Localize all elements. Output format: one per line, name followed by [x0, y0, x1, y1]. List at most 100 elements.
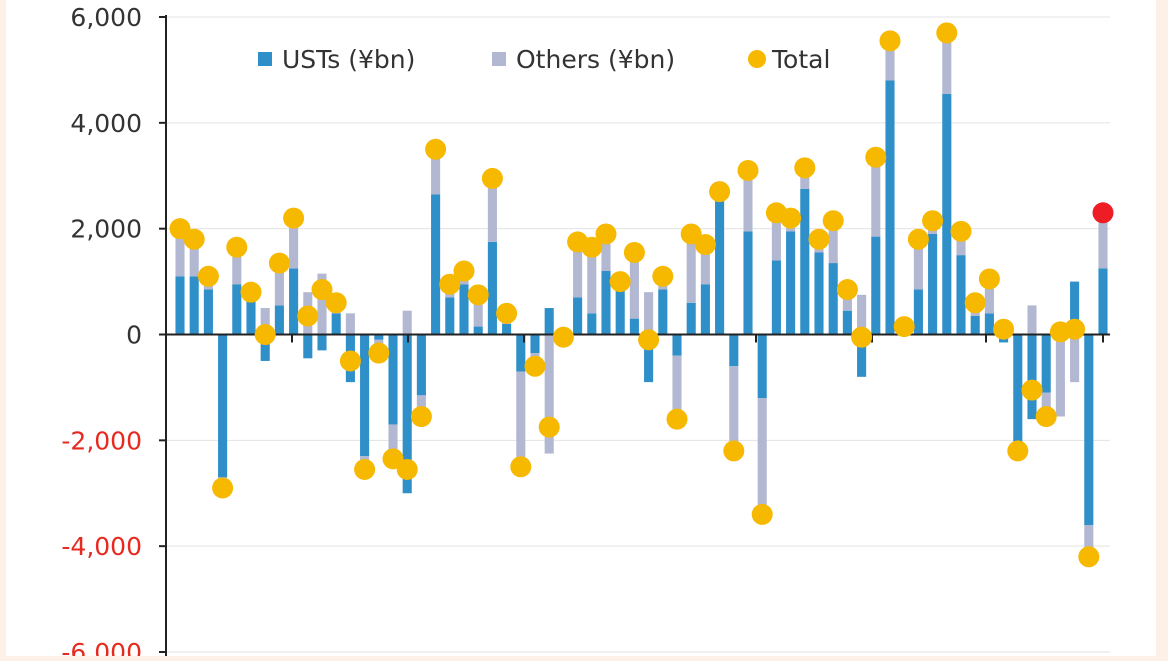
- total-dot: [510, 456, 532, 478]
- bar-usts: [544, 308, 554, 335]
- total-dot: [865, 146, 887, 168]
- bar-usts: [587, 313, 597, 335]
- bar-others: [857, 294, 867, 335]
- bar-usts: [757, 334, 767, 398]
- total-dot: [950, 220, 972, 242]
- bar-others: [573, 241, 583, 298]
- y-tick-label: 4,000: [70, 109, 142, 138]
- bar-usts: [658, 289, 668, 335]
- bar-others: [232, 247, 242, 285]
- total-dot: [893, 316, 915, 338]
- total-dot: [197, 265, 219, 287]
- total-dot: [212, 477, 234, 499]
- bar-others: [189, 239, 199, 277]
- bar-usts: [743, 231, 753, 335]
- bar-others: [388, 424, 398, 459]
- bar-usts: [289, 268, 299, 335]
- total-dot: [737, 159, 759, 181]
- bar-usts: [473, 326, 483, 335]
- y-tick-labels: 6,000 4,000 2,000 0 -2,000 -4,000 -6,000: [61, 3, 142, 661]
- bar-usts: [672, 334, 682, 356]
- bar-usts: [1070, 281, 1080, 335]
- bar-others: [544, 334, 554, 454]
- total-dot: [524, 355, 546, 377]
- total-dot: [609, 271, 631, 293]
- bar-others: [274, 263, 284, 306]
- bar-usts: [842, 310, 852, 335]
- bar-others: [644, 292, 654, 335]
- legend-label-total: Total: [771, 45, 830, 74]
- bar-usts: [189, 276, 199, 335]
- bar-usts: [644, 334, 654, 383]
- bar-others: [587, 247, 597, 314]
- total-dot: [638, 329, 660, 351]
- bar-others: [1070, 334, 1080, 383]
- bar-others: [800, 167, 810, 189]
- total-dot: [254, 324, 276, 345]
- total-dot: [297, 305, 319, 327]
- legend-swatch-usts: [258, 52, 272, 66]
- bar-others: [1055, 339, 1065, 417]
- total-dot: [1064, 318, 1086, 340]
- total-dot: [936, 22, 958, 44]
- total-dot: [1021, 379, 1043, 401]
- legend-label-usts: USTs (¥bn): [282, 45, 415, 74]
- total-dot: [1035, 406, 1057, 428]
- bar-usts: [1013, 334, 1023, 443]
- total-dot: [339, 350, 361, 372]
- bar-usts: [360, 334, 370, 457]
- total-dot: [368, 342, 390, 364]
- bar-usts: [871, 236, 881, 335]
- total-dot: [481, 167, 503, 189]
- bar-others: [431, 149, 441, 195]
- total-dot: [780, 207, 802, 229]
- bar-usts: [573, 297, 583, 335]
- y-tick-label: -4,000: [61, 532, 142, 561]
- bar-others: [1041, 392, 1051, 417]
- y-tick-label: 6,000: [70, 3, 142, 32]
- total-dot: [425, 138, 447, 160]
- total-dot: [993, 318, 1015, 340]
- total-dot: [354, 458, 376, 480]
- bar-others: [743, 170, 753, 232]
- bar-usts: [729, 334, 739, 367]
- bar-others: [729, 366, 739, 451]
- total-dot: [226, 236, 248, 258]
- total-dot: [311, 279, 333, 301]
- bar-usts: [615, 289, 625, 335]
- bar-others: [885, 40, 895, 81]
- bar-usts: [274, 305, 284, 335]
- total-dot: [453, 260, 475, 282]
- bar-usts: [686, 302, 696, 335]
- axes: [159, 15, 1110, 656]
- bar-usts: [487, 241, 497, 335]
- chart-svg: 6,000 4,000 2,000 0 -2,000 -4,000 -6,000 USTs …: [61, 3, 1114, 661]
- total-dot: [709, 181, 731, 203]
- bar-usts: [260, 334, 270, 361]
- bar-usts: [175, 276, 185, 335]
- y-tick-label: 2,000: [70, 215, 142, 244]
- bar-usts: [232, 284, 242, 335]
- bar-usts: [786, 231, 796, 335]
- total-dot: [283, 207, 305, 229]
- bar-others: [828, 220, 838, 264]
- bar-usts: [1041, 334, 1051, 393]
- bar-others: [757, 398, 767, 515]
- y-tick-label: -2,000: [61, 426, 142, 455]
- bar-usts: [218, 334, 228, 478]
- bar-usts: [700, 284, 710, 335]
- y-tick-label: 0: [126, 321, 142, 350]
- bar-others: [771, 212, 781, 261]
- y-tick-label: -6,000: [61, 638, 142, 656]
- total-dot: [836, 279, 858, 301]
- bar-others: [601, 233, 611, 271]
- bar-usts: [1098, 268, 1108, 335]
- bar-usts: [459, 284, 469, 335]
- bar-others: [871, 157, 881, 237]
- bar-others: [1027, 305, 1037, 335]
- bar-usts: [913, 289, 923, 335]
- total-dot: [879, 30, 901, 52]
- bar-others: [1098, 212, 1108, 269]
- bar-usts: [970, 315, 980, 335]
